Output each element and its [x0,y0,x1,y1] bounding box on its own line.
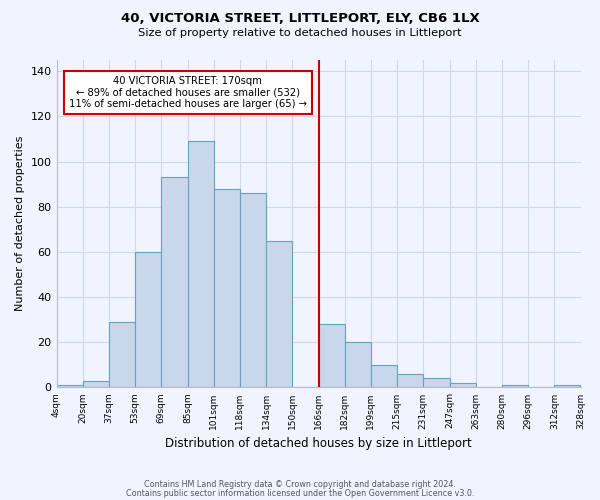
Bar [554,385,580,388]
Bar [109,322,135,388]
Bar [83,380,109,388]
Text: Size of property relative to detached houses in Littleport: Size of property relative to detached ho… [138,28,462,38]
Bar [161,178,188,388]
X-axis label: Distribution of detached houses by size in Littleport: Distribution of detached houses by size … [165,437,472,450]
Bar [371,365,397,388]
Text: Contains HM Land Registry data © Crown copyright and database right 2024.: Contains HM Land Registry data © Crown c… [144,480,456,489]
Bar [424,378,449,388]
Bar [188,142,214,388]
Y-axis label: Number of detached properties: Number of detached properties [15,136,25,312]
Bar [135,252,161,388]
Bar [214,188,240,388]
Bar [345,342,371,388]
Bar [502,385,528,388]
Text: Contains public sector information licensed under the Open Government Licence v3: Contains public sector information licen… [126,488,474,498]
Bar [266,240,292,388]
Bar [240,193,266,388]
Text: 40, VICTORIA STREET, LITTLEPORT, ELY, CB6 1LX: 40, VICTORIA STREET, LITTLEPORT, ELY, CB… [121,12,479,26]
Bar [449,383,476,388]
Text: 40 VICTORIA STREET: 170sqm
← 89% of detached houses are smaller (532)
11% of sem: 40 VICTORIA STREET: 170sqm ← 89% of deta… [68,76,307,109]
Bar [397,374,424,388]
Bar [319,324,345,388]
Bar [56,385,83,388]
